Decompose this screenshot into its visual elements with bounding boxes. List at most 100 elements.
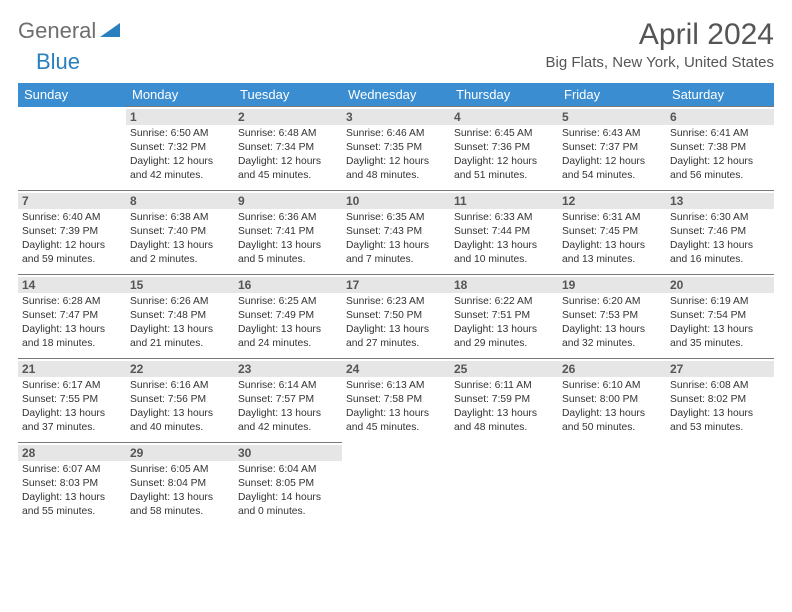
day-details: Sunrise: 6:13 AMSunset: 7:58 PMDaylight:…	[346, 379, 446, 435]
calendar-cell: 28 Sunrise: 6:07 AMSunset: 8:03 PMDayligh…	[18, 443, 126, 527]
calendar-cell: 3 Sunrise: 6:46 AMSunset: 7:35 PMDaylight…	[342, 107, 450, 191]
day-number: 27	[666, 361, 774, 377]
day-number: 8	[126, 193, 234, 209]
calendar-cell: 24 Sunrise: 6:13 AMSunset: 7:58 PMDayligh…	[342, 359, 450, 443]
day-details: Sunrise: 6:25 AMSunset: 7:49 PMDaylight:…	[238, 295, 338, 351]
calendar-cell: 27 Sunrise: 6:08 AMSunset: 8:02 PMDayligh…	[666, 359, 774, 443]
calendar-week-row: 7 Sunrise: 6:40 AMSunset: 7:39 PMDaylight…	[18, 191, 774, 275]
weekday-header: Saturday	[666, 83, 774, 107]
day-number: 7	[18, 193, 126, 209]
day-details: Sunrise: 6:07 AMSunset: 8:03 PMDaylight:…	[22, 463, 122, 519]
day-details: Sunrise: 6:16 AMSunset: 7:56 PMDaylight:…	[130, 379, 230, 435]
day-number: 29	[126, 445, 234, 461]
calendar-cell: 21Sunrise: 6:17 AMSunset: 7:55 PMDayligh…	[18, 359, 126, 443]
day-number: 15	[126, 277, 234, 293]
calendar-cell	[450, 443, 558, 527]
day-details: Sunrise: 6:04 AMSunset: 8:05 PMDaylight:…	[238, 463, 338, 519]
day-number: 30	[234, 445, 342, 461]
day-number: 19	[558, 277, 666, 293]
day-number: 21	[18, 361, 126, 377]
day-details: Sunrise: 6:30 AMSunset: 7:46 PMDaylight:…	[670, 211, 770, 267]
calendar-week-row: 21Sunrise: 6:17 AMSunset: 7:55 PMDayligh…	[18, 359, 774, 443]
weekday-header: Sunday	[18, 83, 126, 107]
calendar-cell: 2Sunrise: 6:48 AMSunset: 7:34 PMDaylight…	[234, 107, 342, 191]
day-details: Sunrise: 6:50 AMSunset: 7:32 PMDaylight:…	[130, 127, 230, 183]
calendar-cell: 19Sunrise: 6:20 AMSunset: 7:53 PMDayligh…	[558, 275, 666, 359]
calendar-cell: 16 Sunrise: 6:25 AMSunset: 7:49 PMDayligh…	[234, 275, 342, 359]
day-number: 25	[450, 361, 558, 377]
calendar-cell	[18, 107, 126, 191]
title-block: April 2024 Big Flats, New York, United S…	[546, 18, 774, 71]
calendar-cell: 29 Sunrise: 6:05 AMSunset: 8:04 PMDayligh…	[126, 443, 234, 527]
day-number: 23	[234, 361, 342, 377]
calendar-cell: 8 Sunrise: 6:38 AMSunset: 7:40 PMDaylight…	[126, 191, 234, 275]
day-number: 13	[666, 193, 774, 209]
day-number: 26	[558, 361, 666, 377]
day-details: Sunrise: 6:41 AMSunset: 7:38 PMDaylight:…	[670, 127, 770, 183]
day-number: 1	[126, 109, 234, 125]
day-details: Sunrise: 6:46 AMSunset: 7:35 PMDaylight:…	[346, 127, 446, 183]
calendar-cell: 1 Sunrise: 6:50 AMSunset: 7:32 PMDaylight…	[126, 107, 234, 191]
day-number: 17	[342, 277, 450, 293]
calendar-body: 1 Sunrise: 6:50 AMSunset: 7:32 PMDaylight…	[18, 107, 774, 527]
day-details: Sunrise: 6:36 AMSunset: 7:41 PMDaylight:…	[238, 211, 338, 267]
day-details: Sunrise: 6:40 AMSunset: 7:39 PMDaylight:…	[22, 211, 122, 267]
day-number: 12	[558, 193, 666, 209]
day-number: 5	[558, 109, 666, 125]
day-details: Sunrise: 6:33 AMSunset: 7:44 PMDaylight:…	[454, 211, 554, 267]
calendar-cell: 15 Sunrise: 6:26 AMSunset: 7:48 PMDayligh…	[126, 275, 234, 359]
calendar-cell: 20 Sunrise: 6:19 AMSunset: 7:54 PMDayligh…	[666, 275, 774, 359]
day-details: Sunrise: 6:05 AMSunset: 8:04 PMDaylight:…	[130, 463, 230, 519]
day-number: 18	[450, 277, 558, 293]
day-details: Sunrise: 6:38 AMSunset: 7:40 PMDaylight:…	[130, 211, 230, 267]
calendar-cell: 12Sunrise: 6:31 AMSunset: 7:45 PMDayligh…	[558, 191, 666, 275]
calendar-cell	[666, 443, 774, 527]
page-title: April 2024	[546, 18, 774, 52]
day-details: Sunrise: 6:48 AMSunset: 7:34 PMDaylight:…	[238, 127, 338, 183]
calendar-cell: 11 Sunrise: 6:33 AMSunset: 7:44 PMDayligh…	[450, 191, 558, 275]
day-details: Sunrise: 6:28 AMSunset: 7:47 PMDaylight:…	[22, 295, 122, 351]
weekday-header: Tuesday	[234, 83, 342, 107]
day-number: 16	[234, 277, 342, 293]
calendar-cell: 7 Sunrise: 6:40 AMSunset: 7:39 PMDaylight…	[18, 191, 126, 275]
day-number: 4	[450, 109, 558, 125]
calendar-cell: 26 Sunrise: 6:10 AMSunset: 8:00 PMDayligh…	[558, 359, 666, 443]
day-details: Sunrise: 6:43 AMSunset: 7:37 PMDaylight:…	[562, 127, 662, 183]
calendar-cell: 13 Sunrise: 6:30 AMSunset: 7:46 PMDayligh…	[666, 191, 774, 275]
location-subtitle: Big Flats, New York, United States	[546, 54, 774, 71]
day-details: Sunrise: 6:10 AMSunset: 8:00 PMDaylight:…	[562, 379, 662, 435]
weekday-header: Monday	[126, 83, 234, 107]
day-number: 20	[666, 277, 774, 293]
day-number: 10	[342, 193, 450, 209]
calendar-cell: 9Sunrise: 6:36 AMSunset: 7:41 PMDaylight…	[234, 191, 342, 275]
day-number: 28	[18, 445, 126, 461]
logo-text-general: General	[18, 18, 96, 44]
logo-triangle-icon	[100, 21, 120, 42]
calendar-cell: 4 Sunrise: 6:45 AMSunset: 7:36 PMDaylight…	[450, 107, 558, 191]
day-details: Sunrise: 6:35 AMSunset: 7:43 PMDaylight:…	[346, 211, 446, 267]
day-number: 11	[450, 193, 558, 209]
day-details: Sunrise: 6:45 AMSunset: 7:36 PMDaylight:…	[454, 127, 554, 183]
calendar-cell: 23Sunrise: 6:14 AMSunset: 7:57 PMDayligh…	[234, 359, 342, 443]
day-details: Sunrise: 6:11 AMSunset: 7:59 PMDaylight:…	[454, 379, 554, 435]
calendar-week-row: 1 Sunrise: 6:50 AMSunset: 7:32 PMDaylight…	[18, 107, 774, 191]
day-details: Sunrise: 6:19 AMSunset: 7:54 PMDaylight:…	[670, 295, 770, 351]
calendar-cell: 18 Sunrise: 6:22 AMSunset: 7:51 PMDayligh…	[450, 275, 558, 359]
day-number: 24	[342, 361, 450, 377]
calendar-page: General April 2024 Big Flats, New York, …	[0, 0, 792, 527]
calendar-cell: 25 Sunrise: 6:11 AMSunset: 7:59 PMDayligh…	[450, 359, 558, 443]
day-number: 3	[342, 109, 450, 125]
calendar-cell: 14Sunrise: 6:28 AMSunset: 7:47 PMDayligh…	[18, 275, 126, 359]
calendar-cell: 10 Sunrise: 6:35 AMSunset: 7:43 PMDayligh…	[342, 191, 450, 275]
calendar-cell: 5 Sunrise: 6:43 AMSunset: 7:37 PMDaylight…	[558, 107, 666, 191]
calendar-cell: 30 Sunrise: 6:04 AMSunset: 8:05 PMDayligh…	[234, 443, 342, 527]
day-number: 6	[666, 109, 774, 125]
day-details: Sunrise: 6:26 AMSunset: 7:48 PMDaylight:…	[130, 295, 230, 351]
calendar-cell	[558, 443, 666, 527]
calendar-cell: 17Sunrise: 6:23 AMSunset: 7:50 PMDayligh…	[342, 275, 450, 359]
calendar-cell	[342, 443, 450, 527]
weekday-header-row: SundayMondayTuesdayWednesdayThursdayFrid…	[18, 83, 774, 107]
weekday-header: Wednesday	[342, 83, 450, 107]
day-details: Sunrise: 6:22 AMSunset: 7:51 PMDaylight:…	[454, 295, 554, 351]
day-details: Sunrise: 6:08 AMSunset: 8:02 PMDaylight:…	[670, 379, 770, 435]
